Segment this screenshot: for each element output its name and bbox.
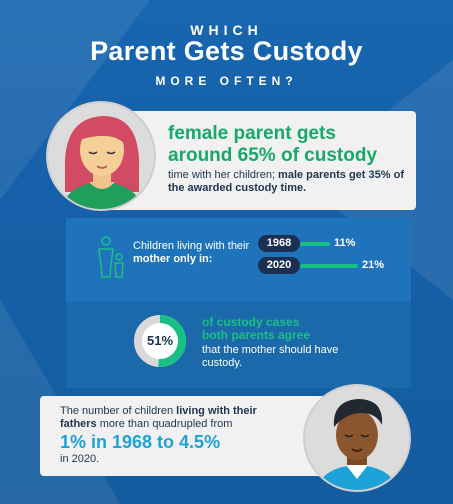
- fathers-body-bold: living with their fathers: [60, 405, 257, 430]
- agree-donut-chart: 51%: [134, 315, 186, 367]
- female-parent-avatar-icon: [46, 101, 156, 211]
- mother-only-label: Children living with their mother only i…: [133, 240, 253, 266]
- fathers-stat: 1% in 1968 to 4.5%: [60, 432, 221, 452]
- parent-child-icon: [98, 236, 124, 278]
- fathers-body-plain2: more than quadrupled from: [96, 418, 233, 430]
- agree-highlight-1: of custody cases: [202, 315, 300, 329]
- year-pill-2020: 2020: [258, 257, 300, 274]
- header-kicker: WHICH: [190, 22, 263, 38]
- page-title: Parent Gets Custody: [90, 36, 363, 66]
- mother-only-label-plain: Children living with their: [133, 240, 250, 252]
- agree-donut-arc: [134, 315, 186, 367]
- female-body-plain: time with her children;: [168, 169, 279, 181]
- female-custody-card: female parent gets around 65% of custody…: [98, 111, 416, 210]
- fathers-body-plain: The number of children: [60, 405, 177, 417]
- mother-only-band: [66, 218, 411, 302]
- pct-1968: 11%: [334, 237, 356, 249]
- female-body: time with her children; male parents get…: [168, 169, 408, 195]
- bar-2020: [300, 264, 358, 268]
- bar-1968: [300, 242, 330, 246]
- parents-agree-band: [66, 302, 411, 388]
- fathers-tail: in 2020.: [60, 453, 100, 465]
- agree-highlight-2: both parents agree: [202, 328, 311, 342]
- male-parent-avatar-icon: [303, 384, 411, 492]
- female-body-bold: male parents get 35% of the awarded cust…: [168, 169, 404, 194]
- female-headline-1: female parent gets: [168, 123, 336, 144]
- pct-2020: 21%: [362, 259, 385, 271]
- fathers-body: The number of children living with their…: [60, 405, 285, 431]
- agree-body: that the mother should have custody.: [202, 344, 339, 369]
- mother-only-label-bold: mother only in:: [133, 253, 213, 265]
- year-pill-1968: 1968: [258, 235, 300, 252]
- header-subtitle: MORE OFTEN?: [155, 74, 298, 88]
- female-headline-2: around 65% of custody: [168, 145, 378, 166]
- agree-donut-label: 51%: [147, 333, 173, 348]
